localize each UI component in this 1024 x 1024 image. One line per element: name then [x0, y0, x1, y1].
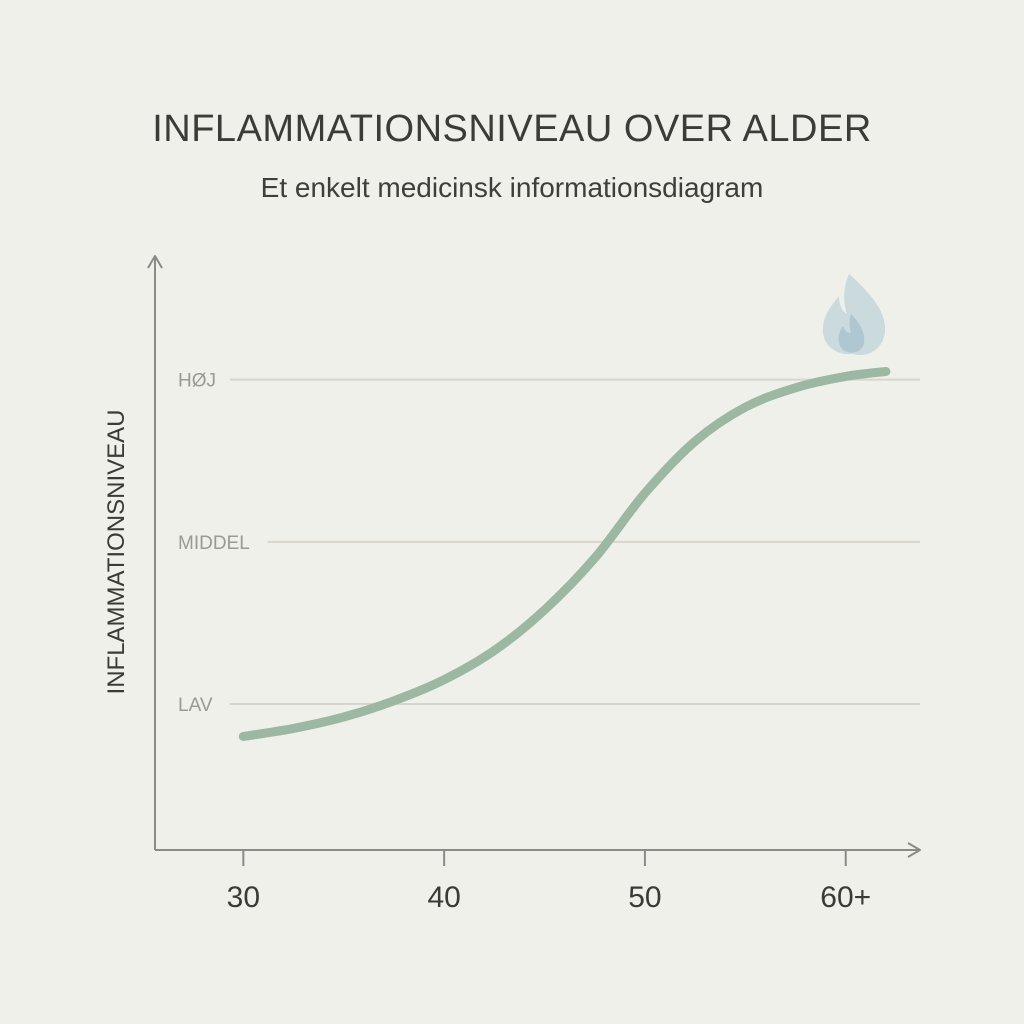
y-level-label-0: LAV: [178, 695, 213, 716]
y-axis-arrowhead: [147, 255, 163, 269]
x-axis-arrowhead: [907, 842, 921, 858]
x-axis-ticks: 30 40 50 60+: [227, 850, 871, 914]
y-level-labels: LAV MIDDEL HØJ: [178, 371, 250, 716]
series-line: [238, 367, 891, 741]
x-tick-label-2: 50: [628, 881, 661, 914]
y-axis-title: INFLAMMATIONSNIVEAU: [103, 410, 130, 695]
x-tick-label-3: 60+: [820, 881, 871, 914]
y-level-label-2: HØJ: [178, 371, 216, 392]
flame-icon: [822, 274, 886, 356]
chart-title: INFLAMMATIONSNIVEAU OVER ALDER: [152, 108, 872, 150]
axes: [147, 255, 921, 858]
chart-subtitle: Et enkelt medicinsk informationsdiagram: [260, 172, 764, 203]
x-tick-label-1: 40: [427, 881, 460, 914]
y-level-label-1: MIDDEL: [178, 533, 250, 554]
x-tick-label-0: 30: [227, 881, 260, 914]
grid-lines: [229, 378, 920, 706]
